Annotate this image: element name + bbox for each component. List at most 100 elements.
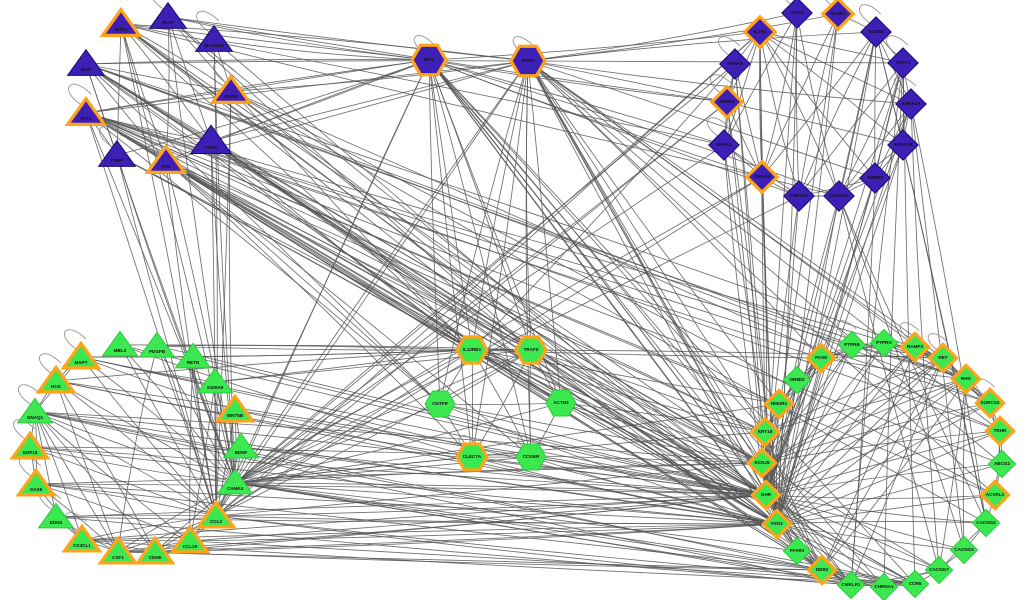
graph-node-fnbp[interactable] xyxy=(97,139,137,167)
graph-node-or8d2[interactable] xyxy=(782,365,812,395)
graph-node-mtf2[interactable] xyxy=(99,6,143,38)
graph-node-s100a9[interactable] xyxy=(196,367,234,394)
graph-node-cacng7[interactable] xyxy=(924,555,954,585)
graph-node-sorcs2[interactable] xyxy=(974,387,1006,419)
graph-node-ghr[interactable] xyxy=(750,479,782,511)
graph-edge xyxy=(234,31,761,484)
graph-node-mapt[interactable] xyxy=(60,340,102,370)
graph-node-flt1[interactable] xyxy=(64,95,108,127)
graph-node-ddr2[interactable] xyxy=(806,554,838,586)
graph-node-scn3b[interactable] xyxy=(860,16,892,48)
graph-node-ret[interactable] xyxy=(927,342,959,374)
graph-node-wnt5b[interactable] xyxy=(214,393,256,423)
graph-node-cmklr1[interactable] xyxy=(836,570,866,600)
graph-node-adra1b[interactable] xyxy=(887,129,919,161)
graph-node-il12rb1[interactable] xyxy=(455,335,489,365)
graph-node-ccl2[interactable] xyxy=(195,499,237,529)
graph-node-abcg2[interactable] xyxy=(987,449,1017,479)
graph-node-epha3[interactable] xyxy=(708,129,740,161)
graph-edge xyxy=(215,349,532,517)
graph-node-clec7a[interactable] xyxy=(455,442,489,472)
graph-edge xyxy=(560,402,778,525)
graph-node-pax8[interactable] xyxy=(805,342,837,374)
graph-node-ccl20[interactable] xyxy=(169,524,211,554)
graph-edge xyxy=(765,494,885,588)
graph-edge xyxy=(80,356,236,484)
graph-node-esr2[interactable] xyxy=(509,44,547,78)
graph-node-amhr2[interactable] xyxy=(859,162,891,194)
graph-edge xyxy=(189,523,778,542)
graph-selfloop xyxy=(148,131,172,155)
graph-node-hck[interactable] xyxy=(35,364,77,394)
graph-node-il1r2[interactable] xyxy=(742,14,778,50)
graph-node-ffar3[interactable] xyxy=(782,536,812,566)
graph-node-cntfr[interactable] xyxy=(424,390,456,418)
graph-node-nmur1[interactable] xyxy=(763,388,795,420)
graph-node-mbl2[interactable] xyxy=(101,330,139,357)
graph-node-cx3cl1[interactable] xyxy=(61,523,103,553)
graph-node-pdgfb[interactable] xyxy=(138,331,176,358)
graph-node-rho[interactable] xyxy=(950,363,982,395)
graph-node-cacng3[interactable] xyxy=(949,535,979,565)
graph-edge xyxy=(85,112,766,433)
graph-node-edn3[interactable] xyxy=(37,502,75,529)
graph-node-fzd3[interactable] xyxy=(761,508,793,540)
graph-edge xyxy=(759,31,840,197)
graph-edge xyxy=(776,523,965,551)
graph-node-slc6a12[interactable] xyxy=(194,24,234,52)
graph-node-itga5[interactable] xyxy=(781,0,813,29)
graph-node-retn[interactable] xyxy=(174,342,212,369)
graph-node-bdnf[interactable] xyxy=(222,432,260,459)
graph-node-cckbr[interactable] xyxy=(515,443,547,471)
graph-selfloop xyxy=(68,83,92,107)
graph-edge xyxy=(81,515,217,541)
graph-node-irs1[interactable] xyxy=(410,43,448,77)
graph-node-matn[interactable] xyxy=(209,73,253,105)
graph-node-acvrl1[interactable] xyxy=(979,479,1011,511)
graph-node-krt18[interactable] xyxy=(749,416,781,448)
graph-node-plat[interactable] xyxy=(148,1,188,29)
graph-node-cacng4[interactable] xyxy=(823,180,855,212)
graph-node-traf6[interactable] xyxy=(514,335,548,365)
graph-edge xyxy=(838,195,965,551)
graph-node-trpv1[interactable] xyxy=(887,47,919,79)
graph-edge xyxy=(471,349,780,405)
graph-edge xyxy=(29,446,236,484)
graph-node-gas6[interactable] xyxy=(15,467,57,497)
graph-node-actn2[interactable] xyxy=(545,389,577,417)
graph-node-ramp3[interactable] xyxy=(899,331,931,363)
graph-node-csf1[interactable] xyxy=(97,535,139,565)
graph-selfloop xyxy=(39,353,62,375)
graph-node-chrna1[interactable] xyxy=(869,572,899,600)
graph-node-cacng2[interactable] xyxy=(971,508,1001,538)
graph-node-ccr6[interactable] xyxy=(900,569,930,599)
graph-node-ptpro[interactable] xyxy=(869,328,899,358)
graph-node-cnga3[interactable] xyxy=(744,159,780,195)
graph-edge xyxy=(530,349,778,525)
graph-edge xyxy=(156,345,236,484)
graph-edge xyxy=(34,411,217,517)
graph-edge xyxy=(439,402,562,405)
graph-node-camk4[interactable] xyxy=(216,468,254,495)
node-layer[interactable] xyxy=(9,0,1017,600)
graph-node-epha4[interactable] xyxy=(709,84,745,120)
graph-node-fn1[interactable] xyxy=(144,143,188,175)
graph-edge xyxy=(761,462,852,586)
graph-node-ptprb[interactable] xyxy=(837,330,867,360)
graph-node-epha5[interactable] xyxy=(719,48,751,80)
graph-node-adra1a[interactable] xyxy=(895,88,927,120)
graph-node-klrf1[interactable] xyxy=(820,0,856,32)
graph-edge xyxy=(765,494,916,585)
graph-node-gdf15[interactable] xyxy=(9,430,51,460)
graph-edge xyxy=(35,483,217,517)
graph-node-cdh5[interactable] xyxy=(134,535,176,565)
graph-node-trhr[interactable] xyxy=(984,415,1016,447)
graph-node-mgp[interactable] xyxy=(66,48,106,76)
graph-node-chrna4[interactable] xyxy=(783,180,815,212)
graph-node-fgf6[interactable] xyxy=(189,124,233,155)
graph-node-gnaq1[interactable] xyxy=(16,397,54,424)
graph-node-kcnj5[interactable] xyxy=(746,447,778,479)
graph-edge xyxy=(34,411,763,464)
